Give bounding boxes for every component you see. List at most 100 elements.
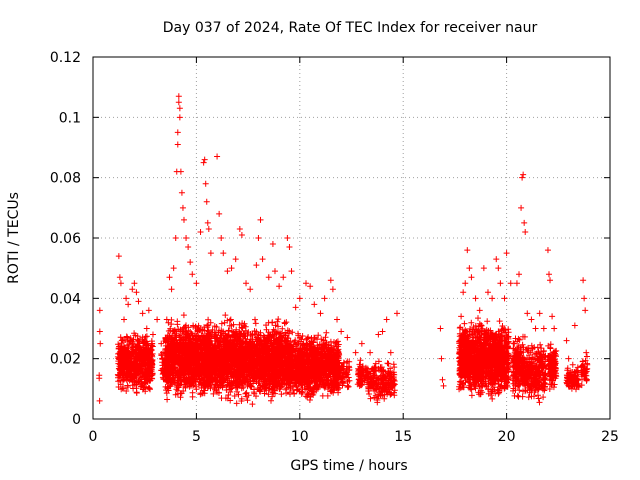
data-point xyxy=(544,247,551,254)
x-axis-label: GPS time / hours xyxy=(290,458,407,474)
data-point xyxy=(224,268,231,275)
data-point xyxy=(460,289,467,296)
data-point xyxy=(145,307,152,314)
data-point xyxy=(123,295,130,302)
data-point xyxy=(197,228,204,235)
data-point xyxy=(243,280,250,287)
data-point xyxy=(580,277,587,284)
data-point xyxy=(311,301,318,308)
data-point xyxy=(170,265,177,272)
data-point xyxy=(149,331,156,338)
data-point xyxy=(545,271,552,278)
data-point xyxy=(96,372,103,379)
data-point xyxy=(462,280,469,287)
data-points xyxy=(96,93,591,408)
x-tick-label: 0 xyxy=(89,429,98,445)
data-point xyxy=(166,274,173,281)
data-point xyxy=(204,219,211,226)
data-point xyxy=(201,156,208,163)
data-point xyxy=(207,250,214,257)
data-point xyxy=(203,198,210,205)
data-point xyxy=(269,241,276,248)
x-tick-label: 25 xyxy=(601,429,619,445)
data-point xyxy=(358,340,365,347)
data-point xyxy=(518,204,525,211)
data-point xyxy=(387,349,394,356)
data-point xyxy=(458,313,465,320)
data-point xyxy=(284,235,291,241)
data-point xyxy=(135,298,142,305)
data-point xyxy=(216,210,223,217)
x-tick-label: 5 xyxy=(192,429,201,445)
data-point xyxy=(129,286,136,293)
data-point xyxy=(174,129,181,136)
data-point xyxy=(292,304,299,311)
data-point xyxy=(200,159,207,166)
data-point xyxy=(96,307,103,314)
data-point xyxy=(532,325,539,332)
data-point xyxy=(520,171,527,178)
data-point xyxy=(583,349,590,356)
data-point xyxy=(521,219,528,226)
data-point xyxy=(303,280,310,287)
data-point xyxy=(96,397,103,404)
data-point xyxy=(528,316,535,323)
data-point xyxy=(168,286,175,293)
y-tick-label: 0.1 xyxy=(59,110,81,126)
data-point xyxy=(379,328,386,335)
data-point xyxy=(117,280,124,287)
data-point xyxy=(96,328,103,335)
data-point xyxy=(551,325,558,332)
data-point xyxy=(121,316,128,323)
data-point xyxy=(497,280,504,287)
data-point xyxy=(563,337,570,344)
data-point xyxy=(437,325,444,332)
y-tick-label: 0 xyxy=(72,412,81,428)
y-tick-label: 0.02 xyxy=(50,352,81,368)
data-point xyxy=(367,349,374,356)
data-point xyxy=(439,376,446,383)
grid-lines xyxy=(93,57,610,419)
data-point xyxy=(507,280,514,287)
data-point xyxy=(247,286,254,293)
data-point xyxy=(327,277,334,284)
data-point xyxy=(276,283,283,290)
data-point xyxy=(271,268,278,275)
data-point xyxy=(495,265,502,272)
data-point xyxy=(180,216,187,223)
data-point xyxy=(493,256,500,263)
data-point xyxy=(232,256,239,263)
data-point xyxy=(393,310,400,317)
data-point xyxy=(519,174,526,181)
data-point xyxy=(516,271,523,278)
data-point xyxy=(438,355,445,362)
data-point xyxy=(205,225,212,232)
data-point xyxy=(288,268,295,275)
data-point xyxy=(464,247,471,254)
data-point xyxy=(143,325,150,332)
data-point xyxy=(189,271,196,278)
y-tick-label: 0.12 xyxy=(50,50,81,66)
data-point xyxy=(259,256,266,263)
data-point xyxy=(581,295,588,302)
data-point xyxy=(185,244,192,251)
y-axis-label: ROTI / TECUs xyxy=(6,192,22,284)
data-point xyxy=(524,310,531,317)
data-point xyxy=(220,250,227,257)
data-point xyxy=(565,355,572,362)
data-point xyxy=(177,168,184,175)
data-point xyxy=(176,105,183,112)
data-point xyxy=(344,334,351,341)
data-point xyxy=(187,259,194,266)
data-point xyxy=(139,310,146,317)
data-point xyxy=(238,231,245,238)
data-point xyxy=(131,280,138,287)
data-point xyxy=(571,322,578,329)
data-point xyxy=(489,295,496,302)
data-point xyxy=(172,235,179,241)
data-point xyxy=(296,295,303,302)
data-point xyxy=(257,216,264,223)
dense-point-cloud xyxy=(114,312,591,408)
y-tick-label: 0.04 xyxy=(50,291,81,307)
data-point xyxy=(536,310,543,317)
